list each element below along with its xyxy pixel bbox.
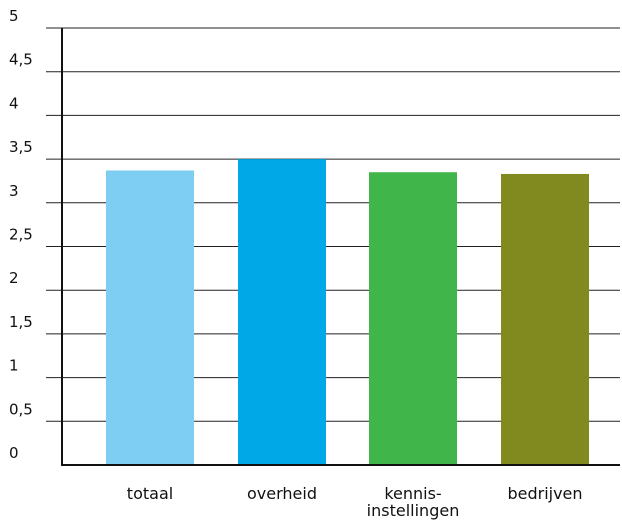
y-tick-label: 0,5	[9, 400, 33, 418]
x-tick-label: bedrijven	[507, 484, 582, 503]
y-tick-label: 2	[9, 269, 19, 287]
y-tick-label: 0	[9, 444, 19, 462]
x-tick-label: overheid	[247, 484, 317, 503]
y-tick-label: 2,5	[9, 226, 33, 244]
y-tick-label: 3,5	[9, 138, 33, 156]
y-tick-label: 5	[9, 7, 19, 25]
x-tick-label: totaal	[127, 484, 173, 503]
y-tick-label: 1	[9, 357, 19, 375]
y-tick-label: 1,5	[9, 313, 33, 331]
x-tick-label: kennis-instellingen	[367, 484, 460, 520]
y-tick-label: 4	[9, 94, 19, 112]
bar	[501, 173, 589, 465]
bar	[238, 159, 326, 465]
bar	[369, 172, 457, 465]
y-tick-label: 3	[9, 182, 19, 200]
bar	[106, 170, 194, 465]
y-tick-label: 4,5	[9, 51, 33, 69]
